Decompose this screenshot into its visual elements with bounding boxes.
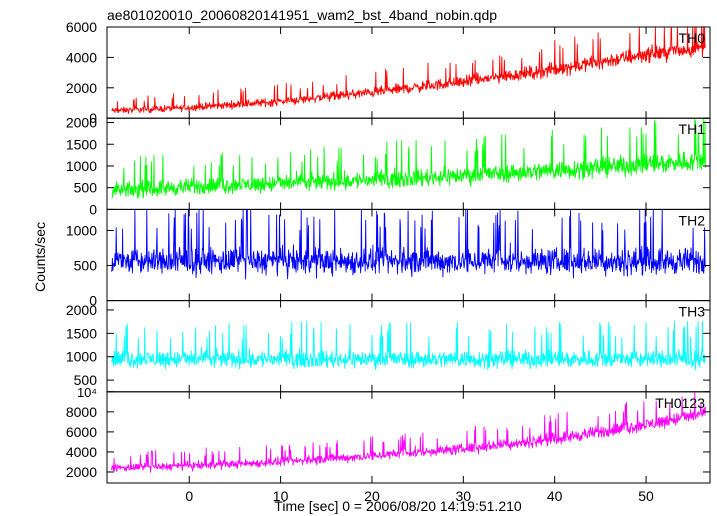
panel-label-th0123: TH0123 <box>655 395 705 411</box>
y-tick-label: 500 <box>74 258 98 274</box>
x-tick-label: 30 <box>456 488 472 504</box>
y-tick-label: 2000 <box>66 464 97 480</box>
y-tick-label: 0 <box>89 201 97 217</box>
panel-th0: 0 2000 4000 6000 TH0 <box>66 19 711 126</box>
series-th3-line <box>111 320 706 371</box>
panel-label-th1: TH1 <box>679 121 706 137</box>
x-tick-label: 40 <box>547 488 563 504</box>
series-th1-line <box>111 117 706 199</box>
y-tick-label: 1000 <box>66 158 97 174</box>
chart-title: ae801020010_20060820141951_wam2_bst_4ban… <box>107 7 497 23</box>
y-tick-label: 1000 <box>66 222 97 238</box>
y-tick-label: 0 <box>89 293 97 309</box>
panel-label-th3: TH3 <box>679 304 706 320</box>
y-tick-label: 2000 <box>66 80 97 96</box>
y-exponent-label: 10⁴ <box>77 385 97 400</box>
y-tick-label: 2000 <box>66 302 97 318</box>
panel-th2: 0 500 1000 TH2 <box>66 208 711 309</box>
y-tick-label: 2000 <box>66 115 97 131</box>
panel-frame <box>106 26 711 119</box>
y-tick-label: 1000 <box>66 349 97 365</box>
series-th0123-line <box>111 391 706 473</box>
panel-label-th2: TH2 <box>679 212 706 228</box>
x-tick-label: 0 <box>185 488 193 504</box>
y-tick-label: 4000 <box>66 49 97 65</box>
panel-frame <box>106 300 711 393</box>
panel-th3: 500 1000 1500 2000 TH3 <box>66 300 711 393</box>
y-tick-label: 1500 <box>66 136 97 152</box>
x-axis-label: Time [sec] 0 = 2006/08/20 14:19:51.210 <box>274 498 522 514</box>
y-axis-label: Counts/sec <box>32 222 48 292</box>
series-th0-line <box>111 26 706 115</box>
panel-th1: 0 500 1000 1500 2000 TH1 <box>66 115 711 217</box>
y-tick-label: 6000 <box>66 424 97 440</box>
panel-label-th0: TH0 <box>679 30 706 46</box>
y-tick-label: 500 <box>74 372 98 388</box>
y-tick-label: 1500 <box>66 325 97 341</box>
y-tick-label: 4000 <box>66 444 97 460</box>
x-tick-label: 20 <box>364 488 380 504</box>
x-tick-label: 50 <box>638 488 654 504</box>
x-tick-label: 10 <box>273 488 289 504</box>
series-th2-line <box>111 208 706 280</box>
panel-frame <box>106 391 711 484</box>
y-tick-label: 6000 <box>66 19 97 35</box>
panel-th0123: 2000 4000 6000 8000 10⁴ TH0123 <box>66 385 711 484</box>
y-tick-label: 500 <box>74 180 98 196</box>
y-tick-label: 0 <box>89 110 97 126</box>
y-tick-label: 8000 <box>66 404 97 420</box>
